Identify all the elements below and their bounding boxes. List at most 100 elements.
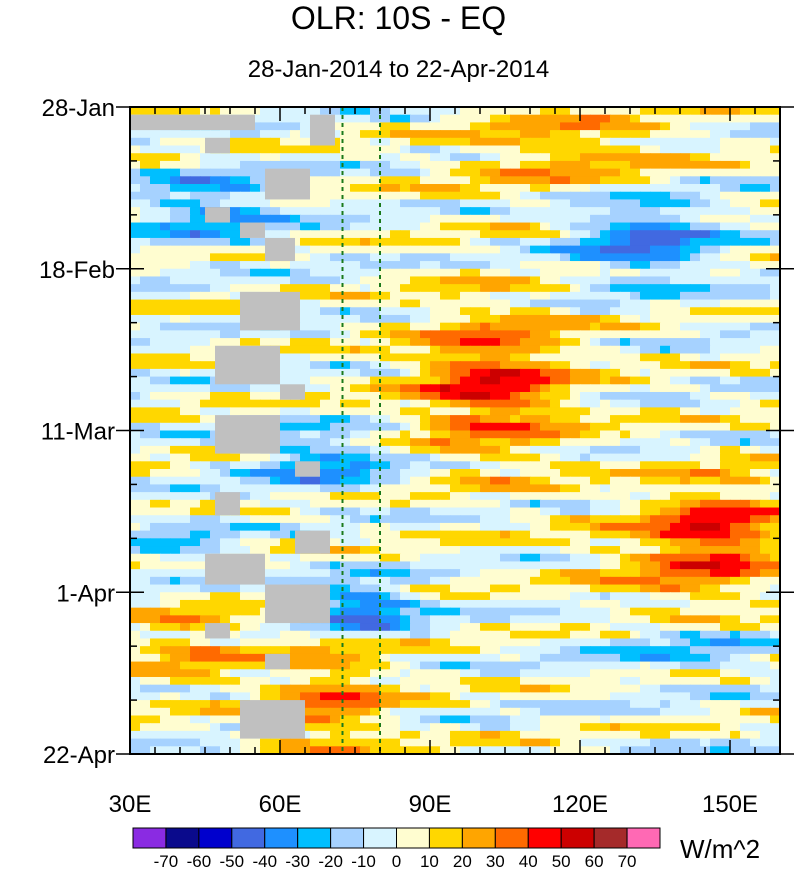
- field-cell: [630, 391, 641, 401]
- field-cell: [290, 569, 301, 578]
- field-cell: [200, 461, 211, 470]
- field-cell: [280, 114, 291, 123]
- field-cell: [220, 384, 231, 393]
- field-cell: [170, 561, 181, 570]
- field-cell: [580, 376, 591, 385]
- field-cell: [730, 322, 741, 331]
- field-cell: [610, 384, 621, 393]
- field-cell: [630, 576, 641, 586]
- field-cell: [330, 261, 341, 270]
- field-cell: [590, 345, 601, 355]
- field-cell: [770, 415, 780, 424]
- field-cell: [420, 661, 431, 670]
- field-cell: [310, 576, 321, 586]
- field-cell: [630, 546, 641, 555]
- field-cell: [730, 230, 741, 239]
- field-cell: [500, 299, 511, 308]
- field-cell: [300, 646, 311, 655]
- field-cell: [760, 407, 771, 416]
- field-cell: [340, 361, 351, 370]
- field-cell: [310, 553, 321, 563]
- field-cell: [740, 453, 751, 462]
- field-cell: [300, 384, 311, 393]
- field-cell: [420, 160, 431, 170]
- field-cell: [370, 345, 381, 355]
- field-cell: [240, 153, 251, 162]
- field-cell: [560, 630, 571, 640]
- field-cell: [430, 569, 441, 578]
- field-cell: [180, 391, 191, 401]
- field-cell: [280, 130, 291, 139]
- field-cell: [610, 353, 621, 362]
- field-cell: [590, 615, 601, 624]
- field-cell: [400, 476, 411, 486]
- field-cell: [500, 530, 511, 539]
- field-cell: [350, 453, 361, 462]
- field-cell: [600, 669, 611, 678]
- field-cell: [230, 145, 241, 154]
- field-cell: [500, 615, 511, 624]
- field-cell: [570, 153, 581, 162]
- field-cell: [420, 268, 431, 278]
- field-cell: [140, 653, 151, 663]
- field-cell: [220, 153, 231, 162]
- field-cell: [250, 530, 261, 539]
- field-cell: [610, 669, 621, 678]
- field-cell: [550, 176, 561, 185]
- field-cell: [170, 276, 181, 285]
- field-cell: [660, 353, 671, 362]
- field-cell: [690, 391, 701, 401]
- field-cell: [300, 237, 311, 247]
- field-cell: [410, 522, 421, 532]
- field-cell: [700, 276, 711, 285]
- field-cell: [560, 499, 571, 509]
- field-cell: [350, 245, 361, 254]
- field-cell: [360, 107, 371, 116]
- field-cell: [460, 561, 471, 570]
- field-cell: [530, 107, 541, 116]
- field-cell: [560, 576, 571, 586]
- field-cell: [760, 453, 771, 462]
- field-cell: [270, 276, 281, 285]
- field-cell: [420, 530, 431, 539]
- field-cell: [420, 237, 431, 247]
- field-cell: [450, 676, 461, 686]
- field-cell: [340, 114, 351, 123]
- field-cell: [760, 207, 771, 216]
- field-cell: [420, 507, 431, 516]
- field-cell: [190, 184, 201, 193]
- field-cell: [280, 669, 291, 678]
- field-cell: [290, 222, 301, 231]
- field-cell: [370, 461, 381, 470]
- field-cell: [370, 137, 381, 147]
- field-cell: [740, 276, 751, 285]
- field-cell: [330, 130, 341, 139]
- field-cell: [510, 222, 521, 231]
- field-cell: [230, 160, 241, 170]
- field-cell: [210, 168, 221, 177]
- field-cell: [550, 584, 561, 593]
- field-cell: [670, 676, 681, 686]
- field-cell: [540, 492, 551, 501]
- field-cell: [760, 430, 771, 439]
- field-cell: [730, 561, 741, 570]
- field-cell: [350, 284, 361, 293]
- field-cell: [270, 576, 281, 586]
- field-cell: [670, 130, 681, 139]
- field-cell: [400, 407, 411, 416]
- field-cell: [540, 199, 551, 208]
- field-cell: [330, 122, 341, 131]
- field-cell: [280, 361, 291, 370]
- field-cell: [690, 615, 701, 624]
- field-cell: [500, 661, 511, 670]
- field-cell: [770, 222, 780, 231]
- field-cell: [560, 391, 571, 401]
- field-cell: [480, 615, 491, 624]
- field-cell: [260, 453, 271, 462]
- field-cell: [500, 422, 511, 432]
- field-cell: [430, 461, 441, 470]
- field-cell: [640, 345, 651, 355]
- field-cell: [380, 176, 391, 185]
- field-cell: [600, 546, 611, 555]
- field-cell: [440, 107, 451, 116]
